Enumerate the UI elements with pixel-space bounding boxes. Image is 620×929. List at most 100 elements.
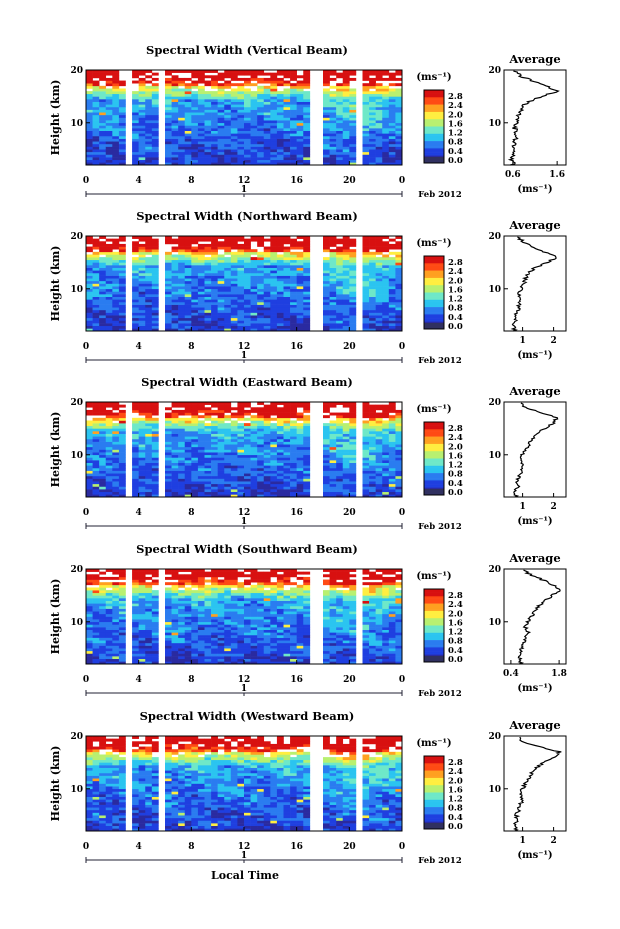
heatmap-cell	[145, 243, 153, 247]
avg-x-tick-label: 2	[550, 336, 556, 346]
heatmap-cell	[145, 444, 153, 448]
heatmap-cell	[151, 404, 159, 408]
heatmap-cell	[178, 70, 186, 73]
heatmap-cell	[178, 423, 186, 427]
heatmap-cell	[283, 409, 291, 413]
x-tick-label: 20	[343, 508, 356, 518]
heatmap-cell	[171, 317, 179, 321]
heatmap-cell	[388, 296, 396, 300]
heatmap-cell	[395, 154, 403, 158]
heatmap-cell	[184, 246, 192, 250]
heatmap-cell	[263, 438, 271, 442]
heatmap-cell	[112, 486, 120, 490]
heatmap-cell	[342, 441, 350, 445]
heatmap-cell	[138, 323, 146, 327]
heatmap-cell	[86, 595, 93, 599]
heatmap-cell	[323, 259, 330, 263]
heatmap-cell	[369, 246, 376, 250]
heatmap-cell	[92, 462, 100, 466]
heatmap-cell	[382, 452, 390, 456]
heatmap-cell	[99, 417, 107, 421]
heatmap-cell	[230, 423, 238, 427]
heatmap-cell	[283, 417, 291, 421]
heatmap-cell	[145, 120, 153, 124]
heatmap-cell	[349, 249, 357, 253]
heatmap-cell	[171, 420, 179, 424]
heatmap-cell	[323, 238, 330, 242]
heatmap-cell	[211, 278, 218, 282]
heatmap-cell	[112, 460, 120, 463]
heatmap-cell	[99, 462, 107, 466]
heatmap-cell	[138, 481, 146, 485]
heatmap-cell	[118, 446, 126, 450]
heatmap-cell	[244, 138, 251, 142]
avg-x-tick-label: 2	[550, 502, 556, 512]
heatmap-cell	[105, 640, 113, 644]
heatmap-cell	[92, 433, 100, 437]
heatmap-cell	[237, 133, 245, 137]
heatmap-cell	[105, 99, 113, 102]
heatmap-cell	[237, 402, 245, 405]
heatmap-cell	[86, 320, 93, 324]
heatmap-cell	[329, 154, 337, 158]
heatmap-cell	[369, 449, 376, 453]
heatmap-cell	[290, 465, 297, 469]
heatmap-cell	[86, 257, 93, 261]
heatmap-cell	[151, 452, 159, 456]
colorbar-segment	[424, 484, 444, 487]
heatmap-cell	[138, 317, 146, 321]
heatmap-cell	[257, 101, 265, 105]
heatmap-cell	[395, 241, 403, 245]
avg-y-tick-label: 10	[488, 119, 501, 129]
heatmap-cell	[369, 104, 376, 108]
heatmap-cell	[250, 283, 258, 287]
heatmap-cell	[263, 117, 271, 121]
heatmap-cell	[86, 460, 93, 463]
heatmap-cell	[151, 122, 159, 126]
heatmap-cell	[118, 576, 126, 580]
heatmap-cell	[296, 462, 304, 466]
heatmap-cell	[342, 120, 350, 124]
heatmap-cell	[145, 409, 153, 413]
heatmap-cell	[250, 309, 258, 313]
heatmap-cell	[145, 438, 153, 442]
heatmap-cell	[191, 486, 199, 490]
heatmap-cell	[375, 425, 383, 429]
heatmap-cell	[263, 133, 271, 137]
heatmap-cell	[270, 460, 278, 463]
heatmap-cell	[283, 291, 291, 295]
heatmap-cell	[145, 629, 153, 633]
heatmap-cell	[395, 436, 403, 440]
heatmap-cell	[211, 149, 218, 153]
heatmap-cell	[171, 425, 179, 429]
heatmap-cell	[118, 262, 126, 266]
heatmap-cell	[257, 478, 265, 482]
heatmap-cell	[276, 291, 284, 295]
heatmap-cell	[323, 93, 330, 97]
heatmap-cell	[362, 272, 370, 276]
heatmap-cell	[290, 478, 297, 482]
heatmap-cell	[270, 436, 278, 440]
heatmap-cell	[382, 236, 390, 239]
heatmap-cell	[92, 449, 100, 453]
heatmap-cell	[250, 465, 258, 469]
heatmap-cell	[230, 133, 238, 137]
heatmap-cell	[105, 645, 113, 649]
heatmap-cell	[244, 117, 251, 121]
heatmap-cell	[224, 425, 232, 429]
heatmap-cell	[224, 462, 232, 466]
heatmap-cell	[329, 114, 337, 118]
heatmap-cell	[211, 262, 218, 266]
heatmap-cell	[290, 138, 297, 142]
heatmap-cell	[138, 475, 146, 479]
heatmap-cell	[197, 80, 205, 84]
heatmap-cell	[237, 428, 245, 432]
heatmap-cell	[112, 262, 120, 266]
heatmap-cell	[244, 125, 251, 129]
heatmap-cell	[151, 114, 159, 118]
heatmap-cell	[276, 104, 284, 108]
heatmap-cell	[165, 236, 172, 239]
heatmap-cell	[276, 157, 284, 161]
heatmap-cell	[132, 404, 139, 408]
heatmap-cell	[257, 407, 265, 411]
